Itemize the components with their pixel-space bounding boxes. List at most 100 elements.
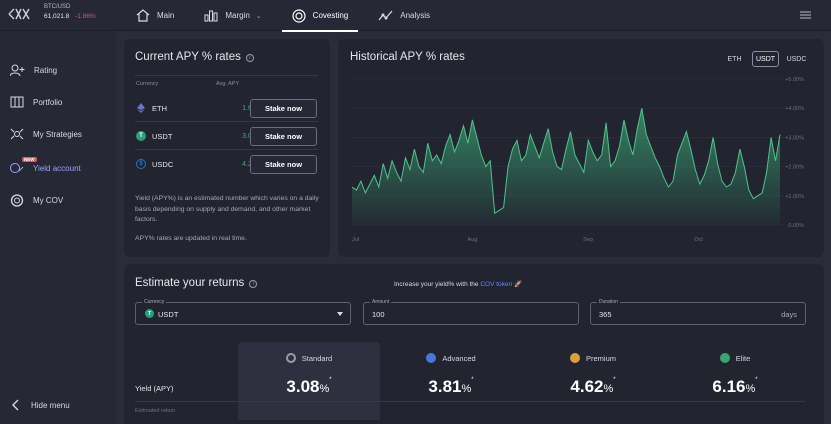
- tier-header: Premium: [522, 353, 664, 363]
- bar-chart-icon: [204, 10, 218, 22]
- home-icon: [136, 9, 150, 22]
- premium-tier-icon: [569, 353, 580, 363]
- toggle-eth[interactable]: ETH: [727, 55, 742, 63]
- app-logo[interactable]: [8, 7, 30, 21]
- sidebar-item-label: Portfolio: [33, 97, 63, 107]
- nav-main-label: Main: [157, 11, 175, 20]
- apy-line: [351, 108, 781, 215]
- sidebar-item-label: Yield account: [33, 163, 81, 173]
- y-tick-label: +1.00%: [785, 194, 804, 200]
- tier-yield-value: 4.62%*: [570, 377, 616, 396]
- standard-tier-icon: [285, 353, 296, 363]
- new-badge: NEW: [22, 157, 37, 162]
- advanced-tier-icon: [426, 353, 437, 363]
- hamburger-menu-icon[interactable]: [800, 11, 811, 21]
- portfolio-icon: [10, 96, 24, 108]
- currency-value: USDT: [158, 310, 179, 319]
- stake-now-usdc-button[interactable]: Stake now: [250, 154, 317, 174]
- tier-name: Premium: [585, 353, 616, 363]
- covesting-icon: [292, 8, 306, 23]
- y-tick-label: +3.00%: [785, 135, 804, 141]
- amount-input[interactable]: Amount 100: [363, 299, 579, 325]
- tier-standard[interactable]: Standard 3.08%*: [238, 342, 380, 420]
- currency-row-eth: ETH 1.69% Stake now: [136, 98, 319, 118]
- y-tick-label: +4.00%: [785, 106, 804, 112]
- amount-label: Amount: [370, 299, 392, 305]
- tier-yield-value: 6.16%*: [712, 377, 758, 396]
- usdt-icon: T: [145, 309, 154, 318]
- yield-icon: [10, 163, 24, 173]
- nav-covesting-label: Covesting: [312, 11, 349, 20]
- eth-icon: [136, 103, 146, 113]
- tier-elite[interactable]: Elite 6.16%*: [664, 342, 806, 420]
- cov-icon: [10, 194, 24, 207]
- current-apy-title: Current APY % rates: [135, 51, 241, 63]
- x-tick-label: Jul: [352, 237, 359, 243]
- apy-description: Yield (APY%) is an estimated number whic…: [135, 195, 319, 223]
- tier-name: Advanced: [442, 353, 476, 363]
- tier-header: Standard: [238, 353, 380, 363]
- estimate-title: Estimate your returns: [135, 277, 245, 289]
- currency-row-usdt: T USDT 3.08% Stake now: [136, 126, 319, 146]
- top-bar: BTC/USD 61,021.8 -1.86% Main Margin ⌄ Co…: [0, 0, 831, 32]
- tier-name: Elite: [735, 353, 751, 363]
- currency-name: USDT: [152, 131, 173, 141]
- ticker-price: 61,021.8: [44, 13, 70, 20]
- sidebar-item-label: Rating: [34, 65, 58, 75]
- elite-tier-icon: [719, 353, 730, 363]
- sidebar-item-my-cov[interactable]: My COV: [10, 194, 63, 207]
- usdt-icon: T: [136, 131, 146, 141]
- nav-margin[interactable]: Margin ⌄: [194, 0, 271, 31]
- y-tick-label: 0.00%: [788, 223, 804, 229]
- hide-menu-label: Hide menu: [31, 400, 70, 410]
- apy-update-note: APY% rates are updated in real time.: [135, 235, 247, 242]
- rocket-icon: 🚀: [513, 281, 523, 288]
- info-icon[interactable]: i: [249, 279, 258, 288]
- currency-select[interactable]: Currency T USDT: [135, 299, 351, 325]
- ticker[interactable]: BTC/USD 61,021.8 -1.86%: [44, 4, 96, 20]
- sidebar-item-my-strategies[interactable]: My Strategies: [10, 128, 82, 140]
- currency-toggle: ETH USDT USDC: [717, 51, 810, 67]
- nav-margin-label: Margin: [225, 11, 250, 20]
- toggle-usdc[interactable]: USDC: [786, 55, 807, 63]
- yield-apy-label: Yield (APY): [135, 384, 174, 393]
- nav-covesting[interactable]: Covesting: [281, 0, 359, 32]
- apy-area: [352, 108, 780, 225]
- duration-label: Duration: [597, 299, 620, 305]
- nav-analysis[interactable]: Analysis: [368, 0, 440, 31]
- chevron-down-icon: [337, 312, 343, 316]
- col-currency-header: Currency: [136, 81, 159, 87]
- duration-suffix: days: [781, 310, 797, 319]
- cov-token-link[interactable]: COV token: [480, 281, 513, 288]
- y-tick-label: +2.00%: [785, 165, 804, 171]
- amount-value: 100: [372, 310, 385, 319]
- estimated-return-label: Estimated return: [135, 408, 176, 414]
- tier-advanced[interactable]: Advanced 3.81%*: [380, 342, 522, 420]
- divider: [135, 401, 805, 402]
- nav-main[interactable]: Main: [126, 0, 184, 31]
- sidebar-item-yield-account[interactable]: NEW Yield account: [10, 157, 81, 174]
- currency-row-usdc: $ USDC 4.27% Stake now: [136, 154, 319, 174]
- currency-name: USDC: [152, 159, 174, 169]
- x-tick-label: Oct: [694, 237, 703, 243]
- tier-header: Elite: [664, 353, 806, 363]
- main-nav: Main Margin ⌄ Covesting Analysis: [126, 0, 450, 32]
- chevron-down-icon: ⌄: [255, 12, 262, 20]
- hide-menu-button[interactable]: Hide menu: [10, 399, 70, 411]
- toggle-usdt[interactable]: USDT: [752, 51, 779, 67]
- col-apy-header: Avg. APY: [216, 81, 240, 87]
- stake-now-usdt-button[interactable]: Stake now: [250, 126, 317, 146]
- sidebar-item-label: My Strategies: [33, 129, 82, 139]
- tier-premium[interactable]: Premium 4.62%*: [522, 342, 664, 420]
- currency-label: Currency: [142, 299, 167, 305]
- currency-name: ETH: [152, 103, 167, 113]
- duration-input[interactable]: Duration 365 days: [590, 299, 806, 325]
- stake-now-eth-button[interactable]: Stake now: [250, 98, 317, 118]
- tier-yield-value: 3.81%*: [428, 377, 474, 396]
- usdc-icon: $: [136, 159, 146, 169]
- estimate-header: Estimate your returns i: [135, 277, 258, 289]
- sidebar-item-rating[interactable]: Rating: [10, 64, 57, 76]
- info-icon[interactable]: i: [245, 53, 254, 62]
- sidebar-item-portfolio[interactable]: Portfolio: [10, 96, 62, 108]
- historical-apy-title: Historical APY % rates: [350, 51, 465, 63]
